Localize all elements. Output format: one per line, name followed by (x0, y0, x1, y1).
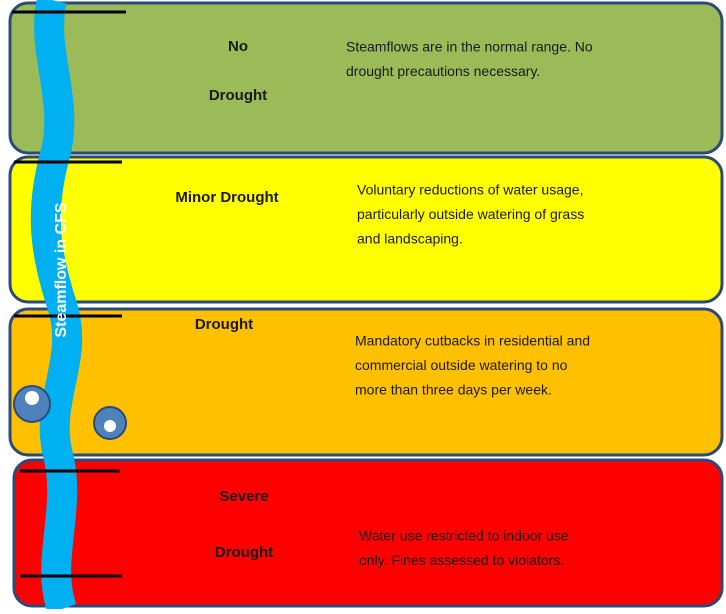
level-title: No (228, 38, 248, 55)
axis-label: Steamflow in CFS (53, 202, 70, 337)
level-box (10, 157, 722, 302)
level-title: Severe (219, 488, 268, 505)
level-title: Drought (209, 87, 267, 104)
level-title: Drought (195, 316, 253, 333)
level-title: Drought (215, 544, 273, 561)
level-description: more than three days per week. (355, 382, 552, 398)
level-description: particularly outside watering of grass (357, 206, 584, 222)
diagram: Steamflow in CFS No Drought Steamflows are… (0, 0, 726, 609)
level-description: Mandatory cutbacks in residential and (355, 333, 590, 349)
level-description: Voluntary reductions of water usage, (357, 182, 583, 198)
level-title: Minor Drought (175, 189, 278, 206)
level-description: only. Fines assessed to violators. (359, 552, 564, 568)
level-description: Water use restricted to indoor use (359, 528, 569, 544)
level-description: and landscaping. (357, 231, 463, 247)
level-description: Steamflows are in the normal range. No (346, 39, 593, 55)
level-description: commercial outside watering to no (355, 357, 568, 373)
level-description: drought precautions necessary. (346, 63, 540, 79)
